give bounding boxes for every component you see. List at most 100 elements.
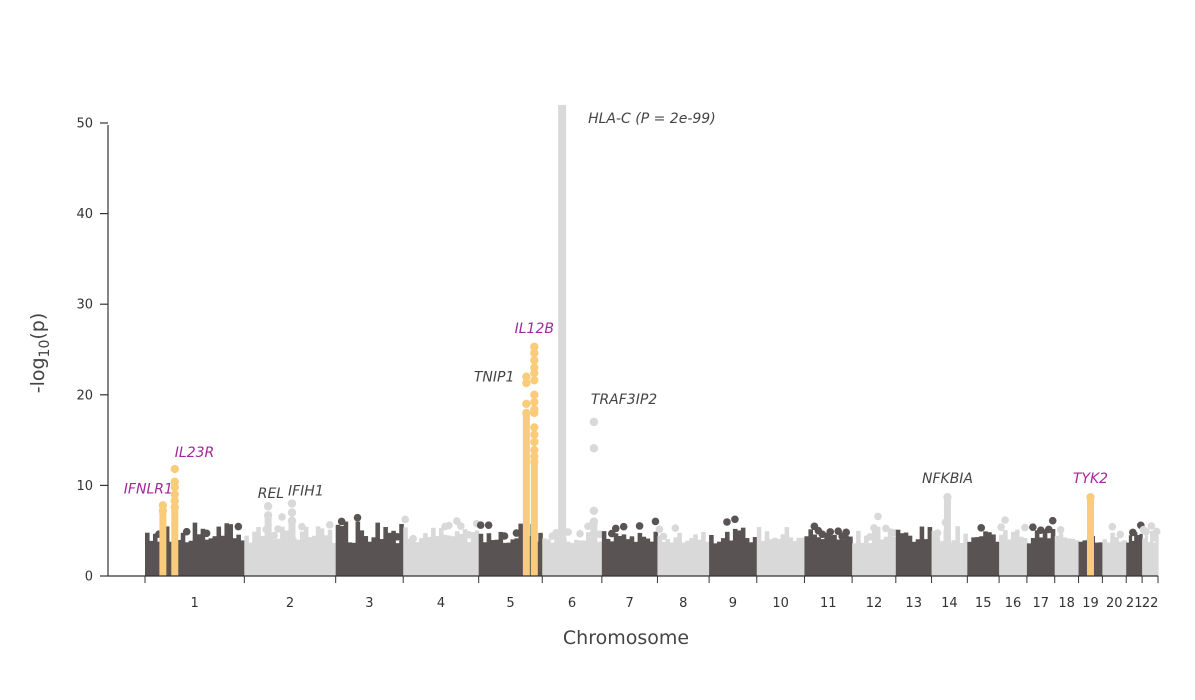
baseline-bar <box>339 526 345 576</box>
baseline-bar <box>824 532 829 576</box>
gene-labels: IFNLR1 IL23R REL IFIH1 IL12B TNIP1 HLA-C (P = … <box>124 111 1108 502</box>
y-ticks: 0 10 20 30 40 50 <box>76 117 108 585</box>
baseline-bar <box>800 537 806 576</box>
baseline-point <box>659 532 668 541</box>
x-tick-label: 10 <box>772 596 789 611</box>
baseline-bar <box>216 526 222 576</box>
baseline-bar <box>375 522 380 576</box>
baseline-bar <box>617 535 623 576</box>
baseline-bar <box>152 533 158 576</box>
baseline-bar <box>502 542 508 576</box>
baseline-bar <box>1126 542 1130 576</box>
baseline-bar <box>498 531 504 576</box>
baseline-bar <box>987 532 992 576</box>
baseline-bar <box>1003 530 1008 576</box>
baseline-bar <box>446 535 452 576</box>
baseline-bar <box>637 532 643 576</box>
baseline-bar <box>319 528 325 576</box>
baseline-point <box>723 518 731 526</box>
baseline-bar <box>728 540 734 576</box>
baseline-bar <box>812 534 817 576</box>
baseline-bar <box>335 524 341 576</box>
baseline-bar <box>1058 533 1064 576</box>
gene-label-il12b: IL12B <box>515 321 554 337</box>
baseline-bar <box>550 542 555 576</box>
chromosome-block-1 <box>145 522 245 576</box>
baseline-bar <box>438 527 444 576</box>
baseline-bar <box>907 535 913 576</box>
baseline-bar <box>625 539 631 576</box>
chromosome-block-7 <box>601 517 660 576</box>
baseline-bar <box>983 531 988 576</box>
y-axis-title: -log10(p) <box>27 313 53 394</box>
baseline-bar <box>939 541 945 576</box>
y-axis-title-sub: 10 <box>37 340 53 358</box>
x-tick-label: 6 <box>568 596 576 611</box>
gene-label-tyk2: TYK2 <box>1073 471 1108 487</box>
baseline-point <box>977 524 986 532</box>
baseline-bar <box>740 527 746 576</box>
peak-point <box>263 502 273 511</box>
baseline-point <box>611 524 620 533</box>
baseline-bar <box>1022 538 1028 576</box>
baseline-bar <box>967 541 972 576</box>
baseline-bar <box>244 535 249 576</box>
baseline-point <box>1044 525 1053 534</box>
x-tick-label: 11 <box>820 596 837 611</box>
peak-point <box>158 506 168 515</box>
baseline-bar <box>331 542 337 576</box>
baseline-bar <box>466 542 472 576</box>
baseline-point <box>552 528 560 537</box>
baseline-bar <box>554 536 559 576</box>
baseline-point <box>457 522 465 530</box>
baseline-point <box>401 515 410 524</box>
chromosome-block-22 <box>1139 522 1161 576</box>
baseline-bar <box>518 523 523 576</box>
baseline-bar <box>891 536 897 576</box>
peak-point <box>530 445 539 455</box>
baseline-point <box>576 529 584 538</box>
baseline-bar <box>1139 533 1143 576</box>
baseline-bar <box>347 542 353 576</box>
peak-point <box>530 423 539 432</box>
baseline-bar <box>284 530 289 576</box>
peak-column <box>558 104 567 576</box>
peak-il12b <box>530 342 539 576</box>
y-axis-title-prefix: -log <box>27 357 49 393</box>
x-tick-label: 14 <box>941 596 958 611</box>
baseline-point <box>1029 523 1037 532</box>
baseline-bar <box>204 539 210 576</box>
baseline-bar <box>145 532 150 576</box>
baseline-bar <box>188 540 194 576</box>
baseline-point <box>997 523 1005 532</box>
peak-point <box>530 390 539 399</box>
baseline-bar <box>979 536 984 576</box>
baseline-bar <box>1070 538 1076 576</box>
baseline-point <box>500 532 509 540</box>
baseline-bar <box>677 532 682 576</box>
baseline-bar <box>1050 529 1056 576</box>
peak-point <box>1086 492 1095 502</box>
chromosome-block-17 <box>1026 516 1057 576</box>
baseline-bar <box>1034 530 1040 576</box>
peak-point <box>287 516 297 525</box>
peak-point <box>530 397 539 407</box>
peak-point <box>530 348 539 358</box>
baseline-point <box>409 534 417 543</box>
baseline-bar <box>736 530 742 576</box>
peak-hla-c <box>558 104 567 576</box>
baseline-point <box>842 528 850 537</box>
baseline-bar <box>911 541 917 576</box>
baseline-bar <box>1078 541 1084 576</box>
baseline-bar <box>713 543 718 576</box>
peak-point <box>589 506 599 515</box>
baseline-point <box>476 521 485 529</box>
baseline-bar <box>752 537 758 576</box>
baseline-point <box>1048 516 1057 525</box>
baseline-point <box>826 528 835 536</box>
baseline-bar <box>395 543 400 576</box>
baseline-bar <box>705 541 710 576</box>
baseline-bar <box>895 529 901 576</box>
baseline-bar <box>578 540 583 576</box>
baseline-point <box>635 522 644 530</box>
